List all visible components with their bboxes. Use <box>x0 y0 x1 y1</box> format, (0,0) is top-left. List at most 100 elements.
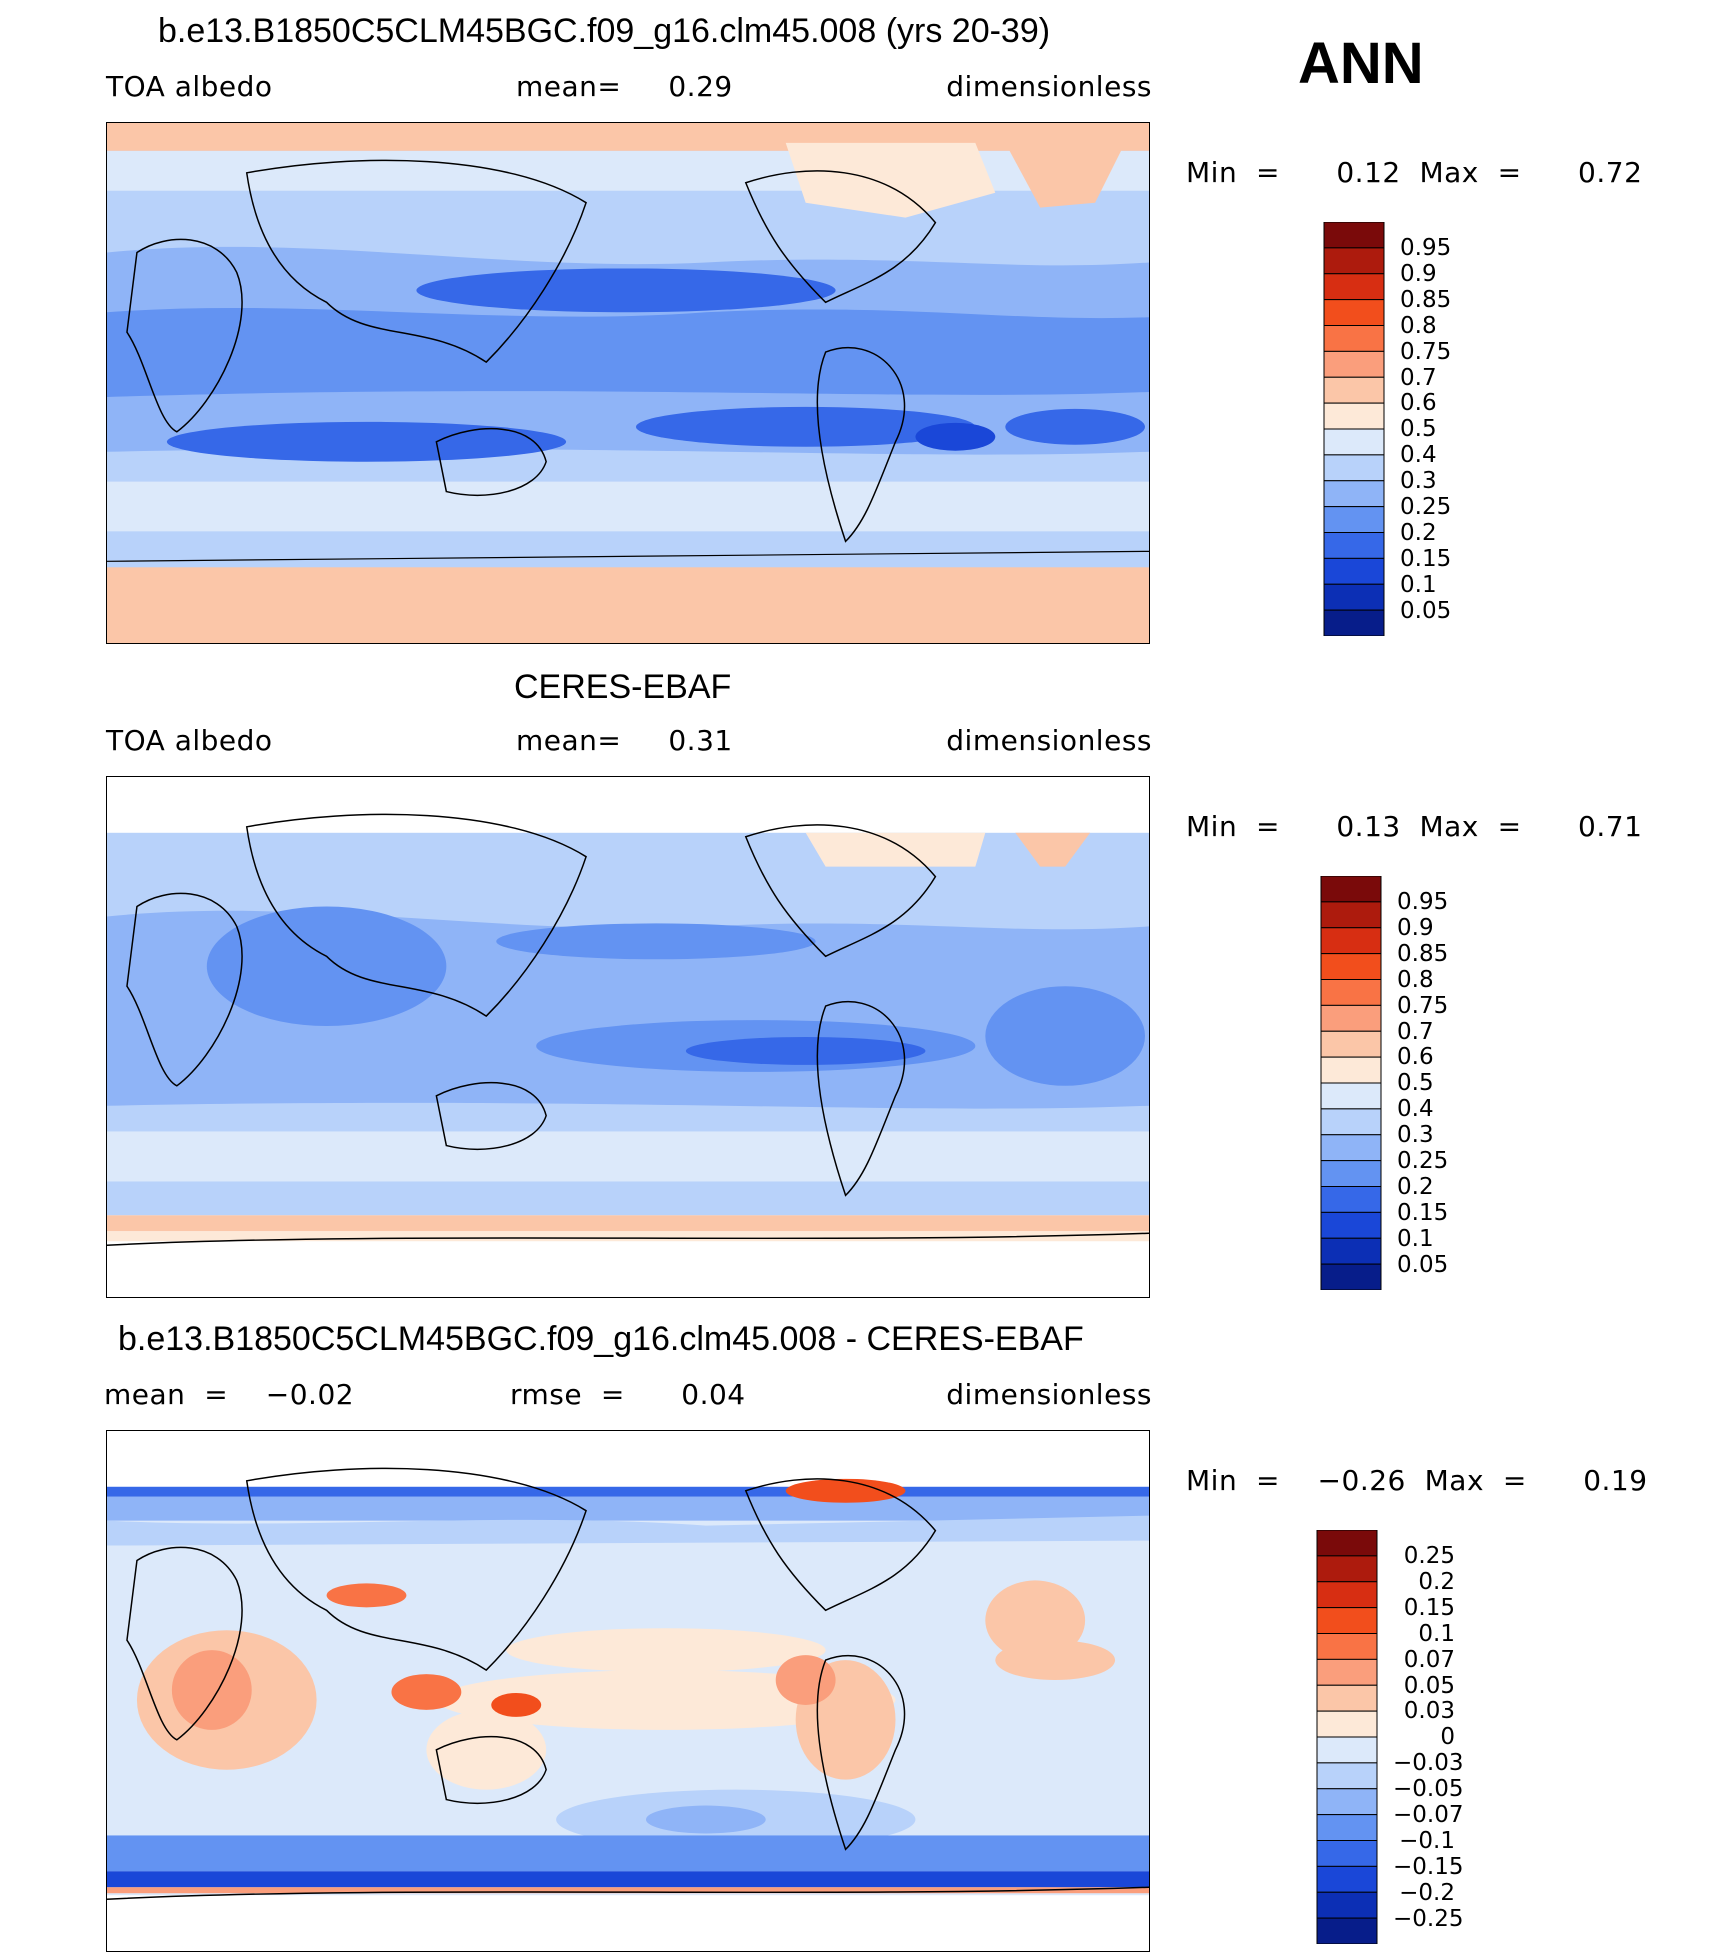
panel3-title: b.e13.B1850C5CLM45BGC.f09_g16.clm45.008 … <box>118 1320 1084 1358</box>
colorbar-swatch <box>1320 1263 1382 1290</box>
colorbar-swatch <box>1323 222 1385 249</box>
panel1-mean-label: mean= 0.29 <box>516 70 733 103</box>
colorbar-swatch <box>1320 1237 1382 1265</box>
colorbar-swatch <box>1323 583 1385 611</box>
colorbar-tick: 0.1 <box>1400 571 1437 598</box>
colorbar-tick: 0.1 <box>1397 1225 1434 1252</box>
panel3-map <box>106 1430 1150 1952</box>
colorbar-swatch <box>1320 1056 1382 1084</box>
colorbar-tick: 0.25 <box>1403 1543 1455 1569</box>
colorbar-tick: 0.25 <box>1397 1148 1449 1175</box>
colorbar-swatch <box>1316 1736 1378 1764</box>
colorbar-swatch <box>1323 273 1385 301</box>
colorbar-swatch <box>1320 1186 1382 1213</box>
colorbar-swatch <box>1320 1082 1382 1110</box>
panel1-colorbar-swatches <box>1323 222 1385 636</box>
colorbar-tick: 0.15 <box>1403 1594 1455 1621</box>
panel3-mean-label: mean = −0.02 <box>104 1378 355 1411</box>
panel1-colorbar <box>1323 222 1385 636</box>
panel3-units-label: dimensionless <box>946 1378 1152 1411</box>
colorbar-tick: 0.2 <box>1397 1173 1434 1200</box>
colorbar-tick: 0.05 <box>1397 1251 1449 1278</box>
colorbar-tick: 0.9 <box>1397 914 1434 941</box>
colorbar-swatch <box>1316 1555 1378 1583</box>
colorbar-tick: 0.8 <box>1397 966 1434 993</box>
colorbar-swatch <box>1323 506 1385 533</box>
colorbar-swatch <box>1320 927 1382 955</box>
panel2-colorbar-ticks: 0.95 0.9 0.85 0.8 0.75 0.7 0.6 0.5 0.4 0… <box>1397 889 1449 1279</box>
panel2-colorbar <box>1320 876 1382 1290</box>
colorbar-tick: 0.05 <box>1400 597 1452 624</box>
colorbar-tick: 0.7 <box>1397 1018 1434 1045</box>
colorbar-swatch <box>1320 1160 1382 1187</box>
colorbar-swatch <box>1323 402 1385 430</box>
colorbar-swatch <box>1323 350 1385 378</box>
colorbar-swatch <box>1323 376 1385 404</box>
colorbar-swatch <box>1323 247 1385 275</box>
colorbar-tick: 0.75 <box>1400 338 1452 365</box>
panel3-colorbar <box>1316 1530 1378 1944</box>
colorbar-swatch <box>1316 1840 1378 1867</box>
panel1-units-label: dimensionless <box>946 70 1152 103</box>
colorbar-tick: −0.05 <box>1393 1776 1464 1803</box>
colorbar-tick: 0.8 <box>1400 312 1437 339</box>
colorbar-tick: 0.7 <box>1400 364 1437 391</box>
colorbar-swatch <box>1316 1684 1378 1712</box>
colorbar-tick: 0.4 <box>1397 1096 1434 1123</box>
colorbar-tick: 0.9 <box>1400 260 1437 287</box>
colorbar-tick: −0.15 <box>1393 1853 1464 1880</box>
colorbar-swatch <box>1320 901 1382 929</box>
panel1-map <box>106 122 1150 644</box>
panel1-colorbar-ticks: 0.95 0.9 0.85 0.8 0.75 0.7 0.6 0.5 0.4 0… <box>1400 235 1452 625</box>
panel3-rmse-label: rmse = 0.04 <box>510 1378 746 1411</box>
season-label: ANN <box>1298 31 1424 96</box>
colorbar-tick: 0.05 <box>1403 1672 1455 1699</box>
colorbar-swatch <box>1316 1891 1378 1919</box>
colorbar-swatch <box>1323 609 1385 636</box>
colorbar-tick: 0.5 <box>1397 1070 1434 1097</box>
panel1-minmax: Min = 0.12 Max = 0.72 <box>1186 156 1643 189</box>
panel3-colorbar-swatches <box>1316 1530 1378 1944</box>
colorbar-swatch <box>1323 532 1385 559</box>
colorbar-tick: 0.95 <box>1397 889 1449 915</box>
colorbar-tick: 0.5 <box>1400 416 1437 443</box>
colorbar-swatch <box>1323 557 1385 585</box>
panel3-colorbar-ticks: 0.25 0.2 0.15 0.1 0.07 0.05 0.03 0 −0.03… <box>1393 1543 1464 1933</box>
panel2-units-label: dimensionless <box>946 724 1152 757</box>
colorbar-swatch <box>1316 1658 1378 1686</box>
colorbar-tick: 0 <box>1440 1724 1455 1751</box>
colorbar-swatch <box>1320 1030 1382 1058</box>
colorbar-tick: −0.2 <box>1399 1879 1455 1906</box>
panel1-variable-label: TOA albedo <box>106 70 273 103</box>
colorbar-tick: 0.3 <box>1400 468 1437 495</box>
colorbar-swatch <box>1316 1710 1378 1738</box>
colorbar-swatch <box>1323 454 1385 482</box>
colorbar-swatch <box>1316 1917 1378 1944</box>
panel2-title: CERES-EBAF <box>514 668 732 706</box>
colorbar-tick: 0.85 <box>1400 286 1452 313</box>
colorbar-swatch <box>1316 1762 1378 1790</box>
colorbar-swatch <box>1320 953 1382 980</box>
colorbar-swatch <box>1316 1814 1378 1841</box>
colorbar-tick: 0.4 <box>1400 442 1437 469</box>
colorbar-tick: 0.75 <box>1397 992 1449 1019</box>
colorbar-swatch <box>1320 1211 1382 1239</box>
panel2-mean-label: mean= 0.31 <box>516 724 733 757</box>
colorbar-tick: 0.95 <box>1400 235 1452 261</box>
colorbar-tick: 0.85 <box>1397 940 1449 967</box>
colorbar-swatch <box>1320 1004 1382 1032</box>
panel1-title: b.e13.B1850C5CLM45BGC.f09_g16.clm45.008 … <box>158 12 1051 50</box>
colorbar-swatch <box>1320 1108 1382 1136</box>
colorbar-swatch <box>1316 1788 1378 1816</box>
colorbar-swatch <box>1316 1633 1378 1660</box>
colorbar-swatch <box>1323 299 1385 326</box>
colorbar-tick: 0.1 <box>1418 1620 1455 1647</box>
colorbar-tick: 0.3 <box>1397 1122 1434 1149</box>
colorbar-tick: −0.07 <box>1393 1802 1464 1829</box>
panel3-minmax: Min = −0.26 Max = 0.19 <box>1186 1464 1648 1497</box>
colorbar-swatch <box>1316 1581 1378 1609</box>
panel2-variable-label: TOA albedo <box>106 724 273 757</box>
colorbar-swatch <box>1320 1134 1382 1162</box>
colorbar-tick: 0.25 <box>1400 494 1452 521</box>
colorbar-tick: 0.03 <box>1403 1698 1455 1725</box>
